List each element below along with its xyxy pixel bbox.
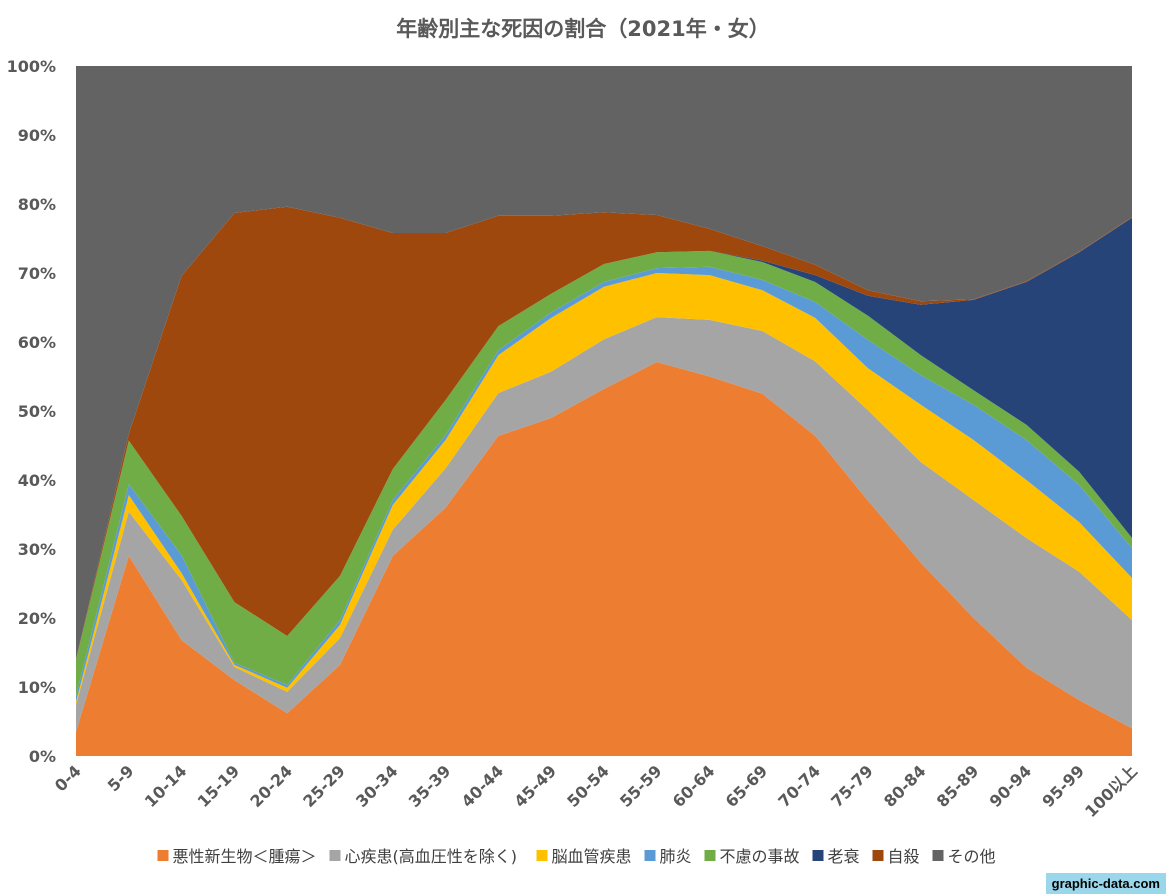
area-series-0 bbox=[76, 362, 1132, 756]
watermark: graphic-data.com bbox=[1045, 873, 1166, 894]
legend-label: 不慮の事故 bbox=[720, 847, 800, 866]
x-tick-label: 25-29 bbox=[299, 761, 349, 811]
area-series-6 bbox=[76, 206, 1132, 661]
legend-swatch bbox=[644, 850, 656, 861]
legend-label: 悪性新生物＜腫瘍＞ bbox=[173, 847, 317, 866]
x-tick-label: 75-79 bbox=[827, 761, 877, 811]
x-tick-label: 0-4 bbox=[51, 761, 85, 795]
y-tick-label: 40% bbox=[18, 471, 56, 490]
area-series-2 bbox=[76, 273, 1132, 705]
x-tick-label: 40-44 bbox=[458, 761, 508, 811]
x-tick-label: 55-59 bbox=[616, 761, 666, 811]
y-tick-label: 70% bbox=[18, 264, 56, 283]
legend-swatch bbox=[932, 850, 944, 861]
x-tick-label: 90-94 bbox=[986, 761, 1036, 811]
x-tick-label: 20-24 bbox=[246, 761, 296, 811]
area-series-7 bbox=[76, 66, 1132, 660]
area-series-4 bbox=[76, 250, 1132, 696]
x-tick-label: 85-89 bbox=[933, 761, 983, 811]
legend-item-6: 自殺 bbox=[872, 847, 920, 866]
legend-item-1: 心疾患(高血圧性を除く) bbox=[329, 847, 518, 866]
x-tick-label: 10-14 bbox=[141, 761, 191, 811]
x-tick-label: 65-69 bbox=[722, 761, 772, 811]
y-tick-label: 90% bbox=[18, 126, 56, 145]
x-tick-label: 15-19 bbox=[194, 761, 244, 811]
legend-swatch bbox=[536, 850, 548, 861]
y-tick-label: 60% bbox=[18, 333, 56, 352]
chart-title: 年齢別主な死因の割合（2021年・女） bbox=[396, 17, 769, 41]
legend-swatch bbox=[704, 850, 716, 861]
x-tick-label: 45-49 bbox=[510, 761, 560, 811]
x-axis: 0-4 5-9 10-14 15-19 20-24 25-29 30-34 35-39 40-4… bbox=[51, 761, 1141, 821]
y-tick-label: 10% bbox=[18, 678, 56, 697]
legend-swatch bbox=[812, 850, 824, 861]
area-series-1 bbox=[76, 317, 1132, 732]
x-tick-label: 60-64 bbox=[669, 761, 719, 811]
y-tick-label: 20% bbox=[18, 609, 56, 628]
legend-item-0: 悪性新生物＜腫瘍＞ bbox=[157, 847, 317, 866]
y-tick-label: 80% bbox=[18, 195, 56, 214]
legend-item-2: 脳血管疾患 bbox=[536, 847, 632, 866]
legend-label: 自殺 bbox=[888, 847, 920, 866]
x-tick-label: 95-99 bbox=[1038, 761, 1088, 811]
y-tick-label: 50% bbox=[18, 402, 56, 421]
legend-label: 心疾患(高血圧性を除く) bbox=[345, 847, 518, 866]
legend-label: 老衰 bbox=[828, 847, 860, 866]
legend-swatch bbox=[329, 850, 341, 861]
x-tick-label: 80-84 bbox=[880, 761, 930, 811]
legend-item-5: 老衰 bbox=[812, 847, 860, 866]
legend-label: その他 bbox=[948, 847, 996, 866]
areas bbox=[76, 66, 1132, 756]
x-tick-label: 50-54 bbox=[563, 761, 613, 811]
legend-label: 肺炎 bbox=[660, 847, 692, 866]
legend-swatch bbox=[872, 850, 884, 861]
legend: 悪性新生物＜腫瘍＞ 心疾患(高血圧性を除く) 脳血管疾患 肺炎 不慮の事故 老衰 自殺 その他 bbox=[157, 847, 996, 866]
y-axis: 0% 10% 20% 30% 40% 50% 60% 70% 80% 90% 100% bbox=[7, 57, 56, 766]
legend-label: 脳血管疾患 bbox=[552, 847, 632, 866]
x-tick-label: 70-74 bbox=[774, 761, 824, 811]
legend-item-7: その他 bbox=[932, 847, 996, 866]
x-tick-label: 35-39 bbox=[405, 761, 455, 811]
y-tick-label: 30% bbox=[18, 540, 56, 559]
y-tick-label: 0% bbox=[29, 747, 56, 766]
x-tick-label: 30-34 bbox=[352, 761, 402, 811]
x-tick-label: 100以上 bbox=[1081, 761, 1141, 821]
legend-item-3: 肺炎 bbox=[644, 847, 692, 866]
x-tick-label: 5-9 bbox=[104, 761, 138, 795]
legend-swatch bbox=[157, 850, 169, 861]
legend-item-4: 不慮の事故 bbox=[704, 847, 800, 866]
y-tick-label: 100% bbox=[7, 57, 56, 76]
